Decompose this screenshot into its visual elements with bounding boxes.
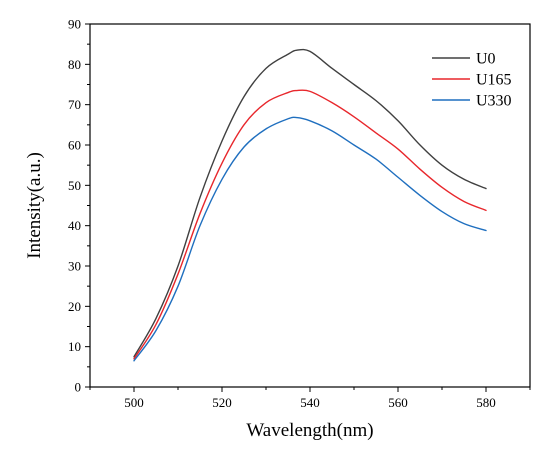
x-tick-label: 520 — [212, 395, 232, 410]
axes-layer: 500 520 540 560 580 0 10 20 30 40 50 60 70 80 90 — [68, 17, 531, 410]
y-tick-label: 10 — [68, 339, 81, 354]
y-tick-label: 40 — [68, 218, 81, 233]
x-tick-label: 580 — [476, 395, 496, 410]
x-tick-label: 560 — [388, 395, 408, 410]
y-tick-label: 60 — [68, 138, 81, 153]
series-line-u330 — [133, 116, 487, 362]
series-line-u165 — [133, 89, 487, 360]
legend-label-u165: U165 — [476, 72, 512, 89]
x-tick-label: 500 — [124, 395, 144, 410]
y-tick-label: 0 — [75, 380, 82, 395]
series-line-u0 — [133, 48, 487, 358]
y-tick-label: 70 — [68, 97, 81, 112]
x-axis-title: Wavelength(nm) — [246, 420, 373, 441]
legend-label-u0: U0 — [476, 51, 496, 68]
y-tick-label: 50 — [68, 178, 81, 193]
legend: U0 U165 U330 — [432, 51, 512, 110]
y-tick-label: 90 — [68, 17, 81, 32]
y-axis-title: Intensity(a.u.) — [24, 152, 45, 259]
y-tick-label: 80 — [68, 57, 81, 72]
legend-label-u330: U330 — [476, 93, 512, 110]
y-tick-label: 20 — [68, 299, 81, 314]
y-tick-label: 30 — [68, 259, 81, 274]
series-layer — [133, 48, 487, 362]
x-tick-label: 540 — [300, 395, 320, 410]
